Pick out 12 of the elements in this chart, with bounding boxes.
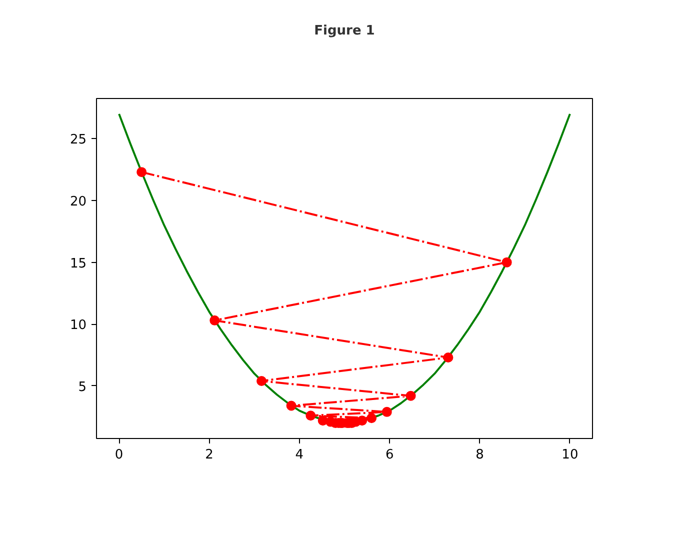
chart-title: Figure 1	[314, 24, 375, 38]
y-tick-label: 5	[78, 380, 87, 395]
x-tick-label: 8	[476, 448, 484, 462]
y-tick-label: 15	[70, 256, 87, 272]
x-tick-label: 10	[562, 448, 578, 462]
y-tick-label: 10	[70, 318, 87, 334]
x-tick-label: 2	[205, 448, 214, 462]
x-tick-label: 0	[114, 448, 124, 462]
x-tick-label: 4	[295, 448, 304, 462]
y-tick-label: 25	[70, 132, 87, 148]
y-tick-label: 20	[70, 194, 87, 210]
x-tick-label: 6	[385, 448, 394, 462]
